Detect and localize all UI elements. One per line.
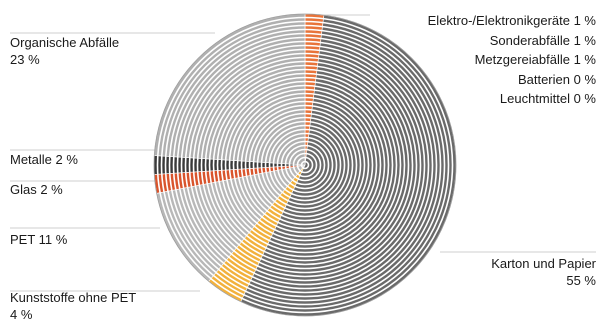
texture-ring: [224, 84, 386, 246]
label-sonderabfälle: Sonderabfälle 1 %: [490, 33, 597, 48]
label-name-organische-abfälle: Organische Abfälle: [10, 35, 119, 50]
texture-ring: [172, 32, 438, 298]
label-batterien: Batterien 0 %: [518, 72, 596, 87]
texture-ring: [232, 92, 378, 238]
texture-ring: [160, 20, 450, 310]
texture-ring: [296, 156, 314, 174]
texture-ring: [200, 60, 410, 270]
texture-ring: [176, 36, 434, 294]
texture-ring: [252, 112, 358, 218]
texture-ring: [248, 108, 362, 222]
texture-ring: [184, 44, 426, 286]
label-name-karton-und-papier: Karton und Papier: [491, 256, 596, 271]
texture-ring: [164, 24, 446, 306]
texture-ring: [212, 72, 398, 258]
texture-ring: [216, 76, 394, 254]
label-karton-und-papier: Karton und Papier 55 %: [491, 256, 596, 288]
texture-ring: [208, 68, 402, 262]
texture-ring: [292, 152, 318, 178]
texture-ring: [220, 80, 390, 250]
texture-ring: [272, 132, 338, 198]
pie-texture-rings: [153, 13, 457, 317]
texture-ring: [284, 144, 326, 186]
texture-ring: [244, 104, 366, 226]
texture-ring: [300, 160, 310, 170]
texture-ring: [204, 64, 406, 266]
texture-ring: [276, 136, 334, 194]
texture-ring: [192, 52, 418, 278]
texture-ring: [236, 96, 374, 234]
texture-ring: [168, 28, 442, 302]
texture-ring: [156, 16, 454, 314]
label-pet: PET 11 %: [10, 232, 68, 247]
leader-lines: [10, 14, 596, 292]
label-glas: Glas 2 %: [10, 182, 63, 197]
texture-ring: [188, 48, 422, 282]
label-value-organische-abfälle: 23 %: [10, 52, 40, 67]
label-metzgereiabfälle: Metzgereiabfälle 1 %: [475, 52, 597, 67]
label-value-kunststoffe-ohne-pet: 4 %: [10, 307, 33, 322]
texture-ring: [228, 88, 382, 242]
pie-outline: [153, 13, 457, 317]
texture-ring: [256, 116, 354, 214]
pie-labels: Elektro-/Elektronikgeräte 1 % Sonderabfäl…: [10, 13, 597, 322]
label-leuchtmittel: Leuchtmittel 0 %: [500, 91, 597, 106]
texture-ring: [268, 128, 342, 202]
texture-ring: [196, 56, 414, 274]
label-metalle: Metalle 2 %: [10, 152, 78, 167]
label-name-kunststoffe-ohne-pet: Kunststoffe ohne PET: [10, 290, 136, 305]
texture-ring: [288, 148, 322, 182]
label-kunststoffe-ohne-pet: Kunststoffe ohne PET 4 %: [10, 290, 136, 322]
label-value-karton-und-papier: 55 %: [566, 273, 596, 288]
pie-slices: [153, 13, 457, 317]
label-organische-abfälle: Organische Abfälle 23 %: [10, 35, 119, 67]
texture-ring: [264, 124, 346, 206]
texture-ring: [180, 40, 430, 290]
texture-ring: [260, 120, 350, 210]
texture-ring: [280, 140, 330, 190]
texture-ring: [240, 100, 370, 230]
label-elektro-elektronikgeräte: Elektro-/Elektronikgeräte 1 %: [428, 13, 597, 28]
